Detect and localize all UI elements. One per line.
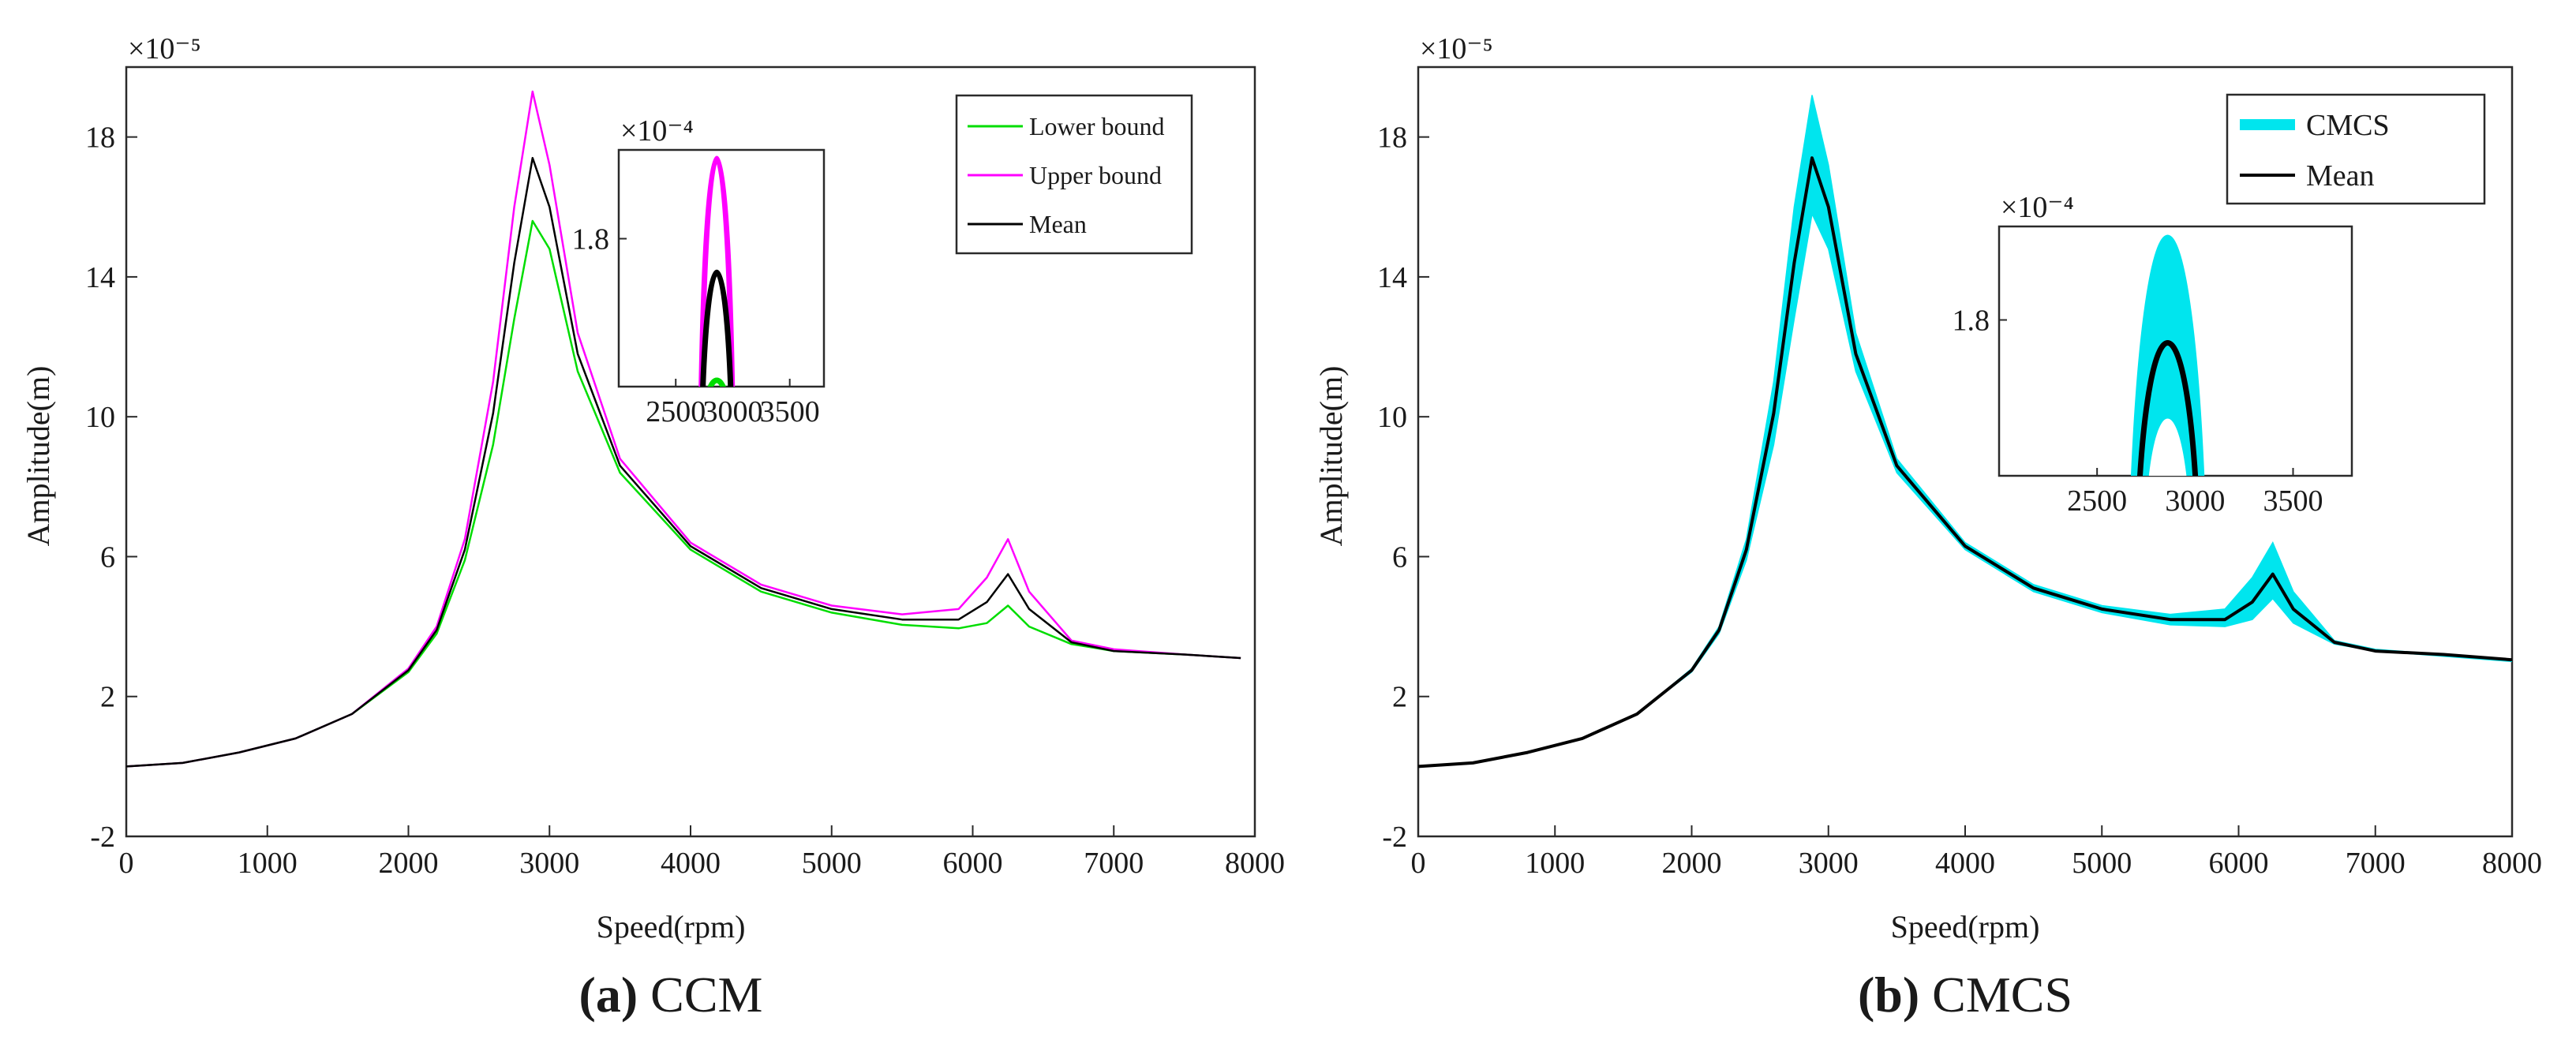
y-tick-label: 14 xyxy=(85,261,115,294)
y-tick-label: 18 xyxy=(1377,122,1407,155)
panel-a-x-ticks: 0 1000 2000 3000 4000 5000 6000 7000 8000 xyxy=(119,825,1285,880)
inset-x-tick-label: 2500 xyxy=(2067,484,2127,518)
panel-b-inset-ticks: 2500 3000 3500 1.8 xyxy=(1953,305,2323,518)
panel-b-y-exponent: ×10⁻⁵ xyxy=(1420,32,1493,65)
legend-label-cmcs: CMCS xyxy=(2306,109,2390,142)
y-tick-label: 2 xyxy=(100,681,115,714)
x-tick-label: 8000 xyxy=(1225,847,1285,880)
x-tick-label: 0 xyxy=(1411,847,1426,880)
inset-band-lower-edge xyxy=(2148,418,2187,476)
series-band-cmcs xyxy=(1418,95,2512,768)
caption-a-text: CCM xyxy=(638,967,762,1023)
x-tick-label: 3000 xyxy=(1799,847,1859,880)
panel-a: ×10⁻⁵ 0 1000 2000 3000 4000 5000 6000 7000 8000 … xyxy=(21,32,1285,944)
panel-b: ×10⁻⁵ 0 1000 2000 3000 4000 5000 6000 7000 8000 … xyxy=(1313,32,2542,944)
panel-b-legend[interactable]: CMCS Mean xyxy=(2226,93,2486,205)
x-tick-label: 7000 xyxy=(1084,847,1144,880)
inset-peak-lower-bound xyxy=(707,377,726,387)
x-tick-label: 4000 xyxy=(1935,847,1995,880)
x-tick-label: 0 xyxy=(119,847,134,880)
inset-x-tick-label: 3000 xyxy=(702,395,762,428)
caption-b: (b) CMCS xyxy=(1858,967,2072,1023)
x-tick-label: 8000 xyxy=(2482,847,2542,880)
legend-label-mean-b: Mean xyxy=(2306,159,2375,193)
panel-b-inset: ×10⁻⁴ 2500 3000 3500 1.8 xyxy=(1953,191,2353,518)
y-tick-label: 6 xyxy=(100,540,115,574)
caption-a-letter: (a) xyxy=(579,967,638,1023)
inset-x-tick-label: 3500 xyxy=(2263,484,2323,518)
x-tick-label: 6000 xyxy=(2209,847,2269,880)
x-tick-label: 2000 xyxy=(379,847,439,880)
inset-peak-upper-bound xyxy=(698,155,736,387)
inset-x-tick-label: 3500 xyxy=(760,395,820,428)
y-tick-label: 10 xyxy=(85,401,115,434)
inset-band-cmcs xyxy=(2130,234,2205,476)
inset-x-tick-label: 2500 xyxy=(646,395,706,428)
inset-x-tick-label: 3000 xyxy=(2165,484,2225,518)
panel-a-x-axis-label: Speed(rpm) xyxy=(597,909,746,944)
caption-b-letter: (b) xyxy=(1858,967,1919,1023)
x-tick-label: 7000 xyxy=(2346,847,2406,880)
series-line-mean xyxy=(1418,156,2512,769)
panel-b-inset-exponent: ×10⁻⁴ xyxy=(2001,191,2074,224)
caption-a: (a) CCM xyxy=(579,967,763,1023)
x-tick-label: 4000 xyxy=(661,847,721,880)
x-tick-label: 2000 xyxy=(1662,847,1722,880)
y-tick-label: 14 xyxy=(1377,261,1407,294)
caption-b-text: CMCS xyxy=(1919,967,2072,1023)
panel-a-y-ticks: -2 2 6 10 14 18 xyxy=(85,122,137,854)
x-tick-label: 1000 xyxy=(1525,847,1585,880)
y-tick-label: 2 xyxy=(1392,681,1407,714)
panel-a-y-exponent: ×10⁻⁵ xyxy=(128,32,201,65)
panel-b-series xyxy=(1418,95,2512,769)
x-tick-label: 6000 xyxy=(943,847,1003,880)
legend-label-mean: Mean xyxy=(1029,210,1087,238)
inset-peak-mean xyxy=(700,270,734,387)
legend-label-lower-bound: Lower bound xyxy=(1029,112,1165,140)
inset-y-tick-label: 1.8 xyxy=(572,223,610,256)
panel-a-legend[interactable]: Lower bound Upper bound Mean xyxy=(955,94,1193,255)
inset-peak-mean xyxy=(2137,340,2199,476)
series-line-mean xyxy=(126,156,1241,768)
panel-a-series xyxy=(126,90,1241,768)
panel-b-legend-box xyxy=(2226,93,2486,205)
panel-a-inset-peaks xyxy=(698,155,736,387)
panel-b-y-axis-label: Amplitude(m) xyxy=(1313,366,1349,547)
inset-y-tick-label: 1.8 xyxy=(1953,305,1990,338)
x-tick-label: 3000 xyxy=(519,847,579,880)
x-tick-label: 5000 xyxy=(802,847,862,880)
panel-a-y-axis-label: Amplitude(m) xyxy=(21,366,56,547)
panel-b-inset-peaks xyxy=(2130,234,2205,476)
panel-b-x-axis-label: Speed(rpm) xyxy=(1891,909,2040,944)
y-tick-label: 10 xyxy=(1377,401,1407,434)
y-tick-label: 6 xyxy=(1392,540,1407,574)
y-tick-label: 18 xyxy=(85,122,115,155)
y-tick-label: -2 xyxy=(90,821,115,854)
panel-b-x-ticks: 0 1000 2000 3000 4000 5000 6000 7000 8000 xyxy=(1411,825,2542,880)
x-tick-label: 1000 xyxy=(238,847,298,880)
panel-a-inset-exponent: ×10⁻⁴ xyxy=(620,114,694,148)
x-tick-label: 5000 xyxy=(2072,847,2132,880)
legend-label-upper-bound: Upper bound xyxy=(1029,161,1162,189)
y-tick-label: -2 xyxy=(1382,821,1407,854)
panel-b-y-ticks: -2 2 6 10 14 18 xyxy=(1377,122,1429,854)
